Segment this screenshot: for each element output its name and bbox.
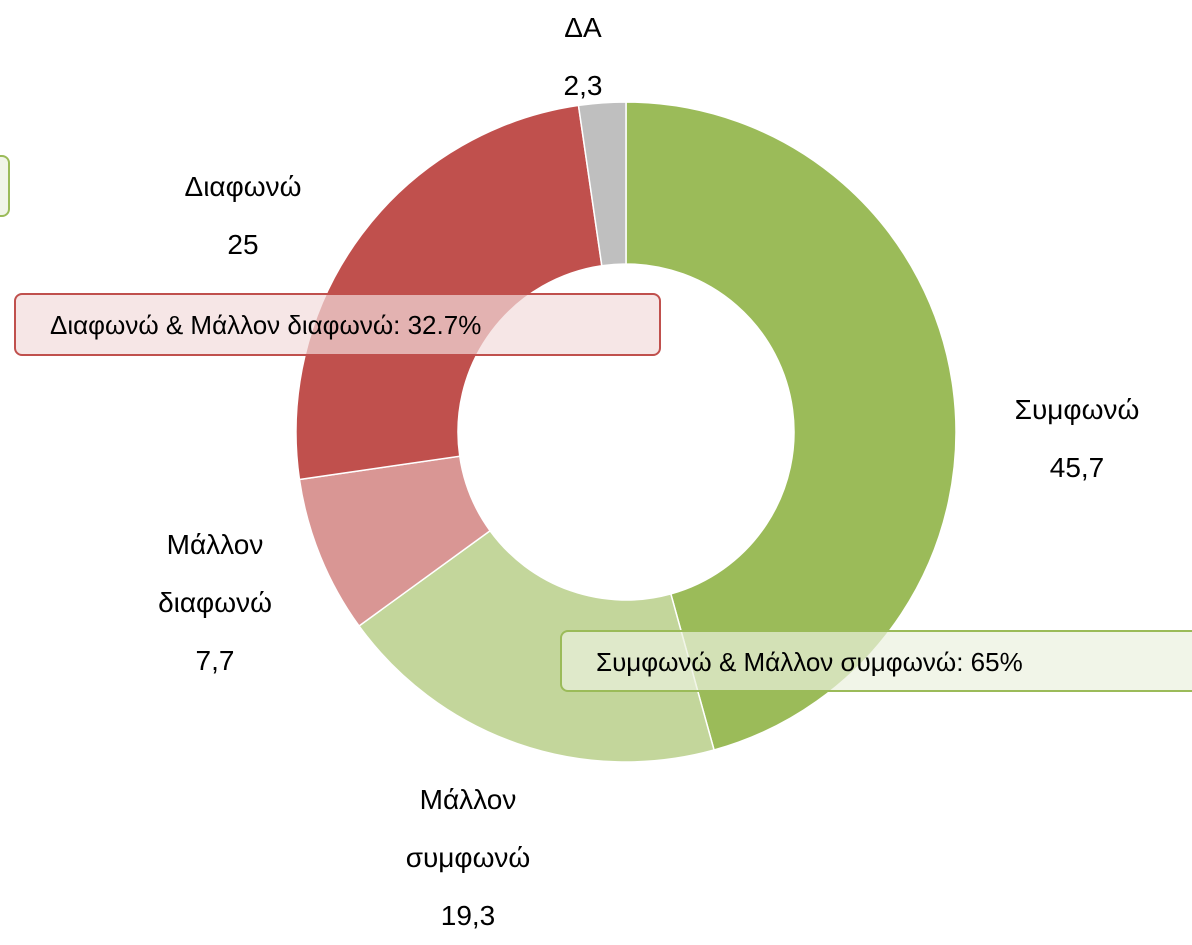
slice-label: Διαφωνώ 25 (153, 158, 333, 274)
callout-box (0, 155, 10, 217)
value-label: 2,3 (563, 70, 603, 101)
category-label: Συμφωνώ (1014, 394, 1140, 425)
category-label: Διαφωνώ (184, 171, 302, 202)
slice-label: ΔΑ 2,3 (493, 0, 673, 115)
slice-label: Συμφωνώ 45,7 (987, 381, 1167, 497)
value-label: 19,3 (440, 900, 496, 931)
value-label: 25 (227, 229, 259, 260)
value-label: 45,7 (1049, 452, 1105, 483)
category-label: Μάλλον συμφωνώ (405, 784, 531, 873)
donut-segment (577, 101, 627, 267)
category-label: ΔΑ (564, 12, 602, 43)
value-label: 7,7 (195, 645, 235, 676)
category-label: Μάλλον διαφωνώ (158, 529, 272, 618)
slice-label: Μάλλον συμφωνώ 19,3 (378, 771, 558, 945)
callout-disagree: Διαφωνώ & Μάλλον διαφωνώ: 32.7% (14, 293, 661, 356)
callout-agree: Συμφωνώ & Μάλλον συμφωνώ: 65% (560, 630, 1192, 692)
slice-label: Μάλλον διαφωνώ 7,7 (125, 516, 305, 690)
donut-segment (357, 529, 716, 763)
donut-segment (625, 101, 957, 751)
